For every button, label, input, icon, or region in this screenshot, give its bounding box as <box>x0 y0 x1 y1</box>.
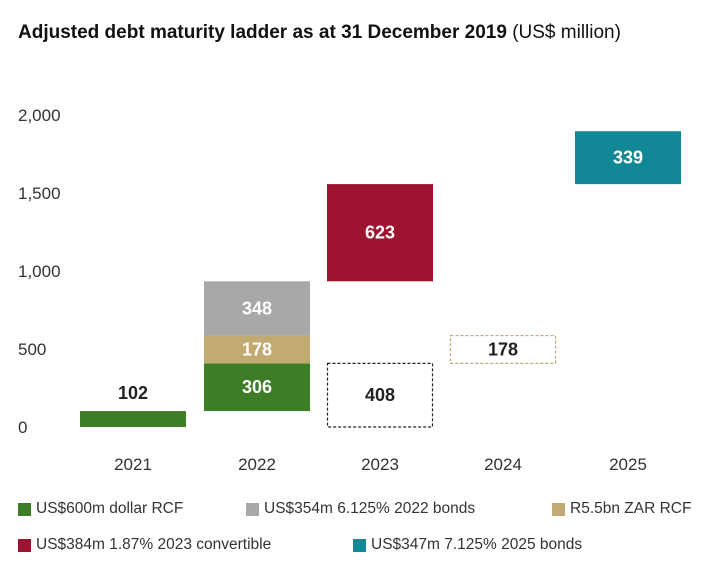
legend-label: R5.5bn ZAR RCF <box>570 500 692 517</box>
bar-value-label: 408 <box>365 385 395 405</box>
bar-value-label: 102 <box>118 383 148 403</box>
y-axis: 0 500 1,000 1,500 2,000 <box>18 106 61 437</box>
chart-title-unit: (US$ million) <box>512 22 621 43</box>
x-tick-label: 2024 <box>484 455 522 474</box>
y-tick-label: 1,500 <box>18 184 61 203</box>
bar <box>204 281 310 336</box>
bar <box>575 131 681 185</box>
y-tick-label: 2,000 <box>18 106 61 125</box>
bar-value-label: 339 <box>613 148 643 168</box>
legend-label: US$347m 7.125% 2025 bonds <box>371 536 583 553</box>
chart-title-main: Adjusted debt maturity ladder as at 31 D… <box>18 22 507 43</box>
bar-value-label: 623 <box>365 223 395 243</box>
legend-swatch <box>246 502 259 516</box>
legend-item-dollar-rcf: US$600m dollar RCF <box>18 500 183 518</box>
legend-row-1: US$600m dollar RCF US$354m 6.125% 2022 b… <box>18 500 718 536</box>
bar <box>204 363 310 412</box>
legend-swatch <box>18 502 31 516</box>
legend-item-2022-bonds: US$354m 6.125% 2022 bonds <box>246 500 475 518</box>
x-tick-label: 2025 <box>609 455 647 474</box>
legend-label: US$600m dollar RCF <box>36 500 184 517</box>
chart-plot: 0 500 1,000 1,500 2,000 102 306 178 348 408 623 17… <box>18 106 681 474</box>
bar-value-label: 306 <box>242 377 272 397</box>
legend-swatch <box>353 538 366 552</box>
y-tick-label: 1,000 <box>18 262 61 281</box>
bar-outline <box>449 334 557 364</box>
legend-row-2: US$384m 1.87% 2023 convertible US$347m 7… <box>18 536 718 572</box>
legend-item-2023-convertible: US$384m 1.87% 2023 convertible <box>18 536 271 554</box>
x-tick-label: 2022 <box>238 455 276 474</box>
y-tick-label: 0 <box>18 418 27 437</box>
legend-label: US$384m 1.87% 2023 convertible <box>36 536 272 553</box>
legend-item-2025-bonds: US$347m 7.125% 2025 bonds <box>353 536 582 554</box>
bar-value-label: 348 <box>242 298 272 318</box>
bar-value-label: 178 <box>242 339 272 359</box>
legend-swatch <box>552 502 565 516</box>
bar <box>80 411 186 427</box>
bars: 102 306 178 348 408 623 178 339 <box>80 131 681 428</box>
x-axis: 2021 2022 2023 2024 2025 <box>114 455 647 474</box>
y-tick-label: 500 <box>18 340 46 359</box>
chart-title: Adjusted debt maturity ladder as at 31 D… <box>18 22 621 44</box>
x-tick-label: 2021 <box>114 455 152 474</box>
legend-item-zar-rcf: R5.5bn ZAR RCF <box>552 500 691 518</box>
bar-value-label: 178 <box>488 339 518 359</box>
bar-outline <box>326 362 434 428</box>
legend: US$600m dollar RCF US$354m 6.125% 2022 b… <box>18 500 718 572</box>
legend-swatch <box>18 538 31 552</box>
x-tick-label: 2023 <box>361 455 399 474</box>
bar <box>204 335 310 364</box>
legend-label: US$354m 6.125% 2022 bonds <box>264 500 476 517</box>
bar <box>327 184 433 282</box>
